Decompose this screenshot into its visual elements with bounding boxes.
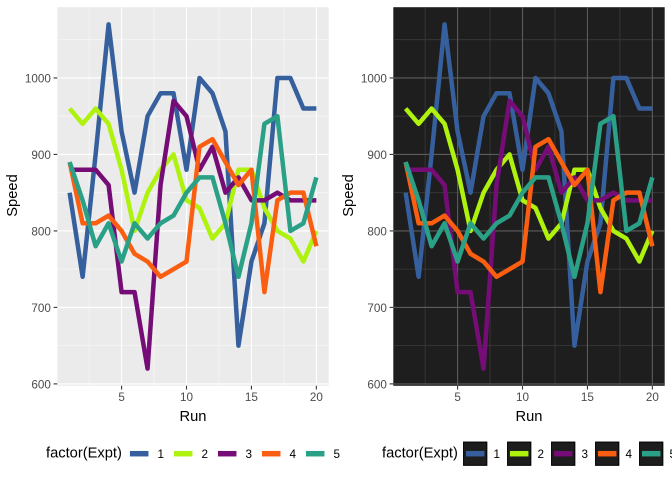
svg-text:2: 2 [201,448,208,461]
svg-text:600: 600 [367,378,387,391]
svg-text:5: 5 [118,391,125,404]
svg-text:1: 1 [493,448,500,461]
svg-text:800: 800 [31,226,51,239]
svg-text:5: 5 [333,448,340,461]
svg-text:1: 1 [157,448,164,461]
svg-text:Speed: Speed [341,174,357,216]
svg-text:1000: 1000 [25,73,52,86]
svg-text:4: 4 [289,448,296,461]
svg-text:10: 10 [180,391,194,404]
svg-text:800: 800 [367,226,387,239]
svg-text:15: 15 [581,391,595,404]
svg-text:4: 4 [625,448,632,461]
svg-text:5: 5 [669,448,672,461]
svg-text:600: 600 [31,378,51,391]
svg-text:20: 20 [646,391,660,404]
svg-text:5: 5 [454,391,461,404]
svg-text:Run: Run [516,409,543,425]
svg-text:900: 900 [31,149,51,162]
svg-text:700: 700 [31,302,51,315]
svg-text:20: 20 [310,391,324,404]
svg-text:1000: 1000 [361,73,388,86]
svg-text:15: 15 [245,391,259,404]
svg-text:Speed: Speed [5,174,21,216]
svg-text:3: 3 [581,448,588,461]
svg-text:700: 700 [367,302,387,315]
svg-text:factor(Expt): factor(Expt) [382,446,458,462]
svg-text:2: 2 [537,448,544,461]
svg-text:Run: Run [180,409,207,425]
svg-text:3: 3 [245,448,252,461]
svg-text:900: 900 [367,149,387,162]
svg-text:10: 10 [516,391,530,404]
svg-text:factor(Expt): factor(Expt) [46,446,122,462]
